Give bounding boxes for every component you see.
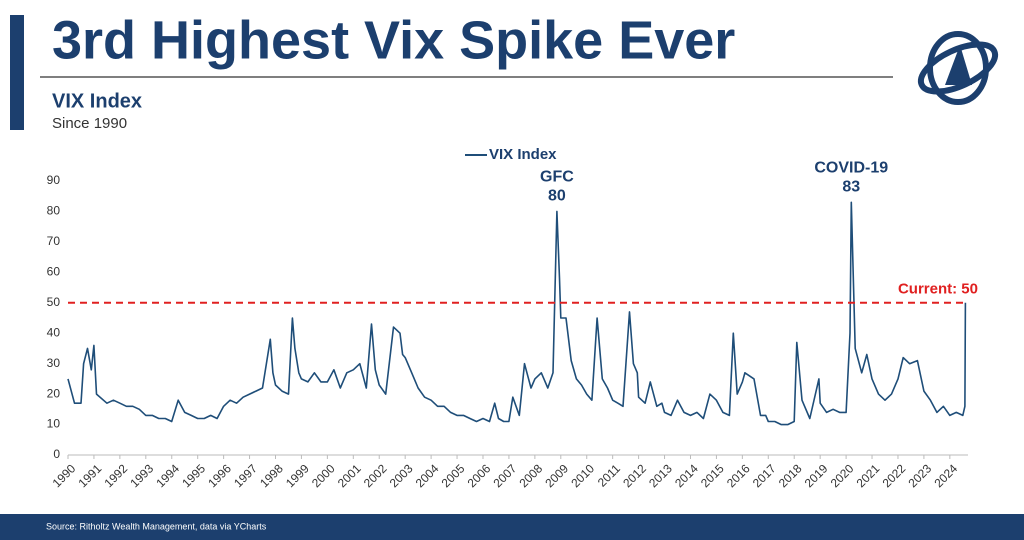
x-tick-label: 2016 <box>724 461 753 490</box>
x-tick-label: 2014 <box>672 461 701 490</box>
chart-subtitle-2: Since 1990 <box>52 115 127 132</box>
x-tick-label: 1993 <box>127 461 156 490</box>
x-tick-label: 2012 <box>620 461 649 490</box>
accent-bar <box>10 15 24 130</box>
y-tick-label: 50 <box>47 295 61 309</box>
x-tick-label: 2001 <box>335 461 364 490</box>
x-tick-label: 1990 <box>50 461 79 490</box>
x-tick-label: 2010 <box>568 461 597 490</box>
y-tick-label: 40 <box>47 325 61 339</box>
x-tick-label: 1998 <box>257 461 286 490</box>
y-tick-label: 0 <box>53 447 60 461</box>
x-tick-label: 2007 <box>491 461 520 490</box>
x-tick-label: 2004 <box>413 461 442 490</box>
annotation-value: 80 <box>548 188 566 205</box>
x-tick-label: 2017 <box>750 461 779 490</box>
y-tick-label: 70 <box>47 234 61 248</box>
x-tick-label: 2022 <box>880 461 909 490</box>
y-tick-label: 10 <box>47 417 61 431</box>
x-tick-label: 2020 <box>828 461 857 490</box>
x-tick-label: 2018 <box>776 461 805 490</box>
annotation-label: COVID-19 <box>814 160 888 177</box>
x-tick-label: 2013 <box>646 461 675 490</box>
chart-subtitle: VIX Index <box>52 90 142 112</box>
x-tick-label: 2009 <box>542 461 571 490</box>
y-tick-label: 80 <box>47 204 61 218</box>
x-tick-label: 1999 <box>283 461 312 490</box>
footer-bar <box>0 514 1024 540</box>
chart-title: 3rd Highest Vix Spike Ever <box>52 10 735 70</box>
x-tick-label: 2023 <box>905 461 934 490</box>
y-tick-label: 20 <box>47 386 61 400</box>
x-tick-label: 2008 <box>516 461 545 490</box>
x-tick-label: 1995 <box>179 461 208 490</box>
x-tick-label: 2002 <box>361 461 390 490</box>
x-tick-label: 1992 <box>101 461 130 490</box>
line-series <box>67 201 967 426</box>
x-tick-label: 1996 <box>205 461 234 490</box>
x-tick-label: 2006 <box>465 461 494 490</box>
x-tick-label: 2015 <box>698 461 727 490</box>
x-tick-label: 2019 <box>802 461 831 490</box>
x-tick-label: 1994 <box>153 461 182 490</box>
annotation-label: GFC <box>540 169 574 186</box>
y-tick-label: 30 <box>47 356 61 370</box>
x-tick-label: 1991 <box>76 461 105 490</box>
x-tick-label: 2000 <box>309 461 338 490</box>
source-note: Source: Ritholtz Wealth Management, data… <box>46 521 267 531</box>
x-tick-label: 2024 <box>931 461 960 490</box>
annotation-value: 83 <box>842 179 860 196</box>
x-tick-label: 1997 <box>231 461 260 490</box>
y-tick-label: 90 <box>47 173 61 187</box>
x-tick-label: 2021 <box>854 461 883 490</box>
x-tick-label: 2003 <box>387 461 416 490</box>
reference-label: Current: 50 <box>898 281 978 298</box>
logo <box>917 31 999 105</box>
y-tick-label: 60 <box>47 265 61 279</box>
x-tick-label: 2005 <box>439 461 468 490</box>
legend-label: VIX Index <box>489 146 557 163</box>
x-tick-label: 2011 <box>595 461 623 489</box>
